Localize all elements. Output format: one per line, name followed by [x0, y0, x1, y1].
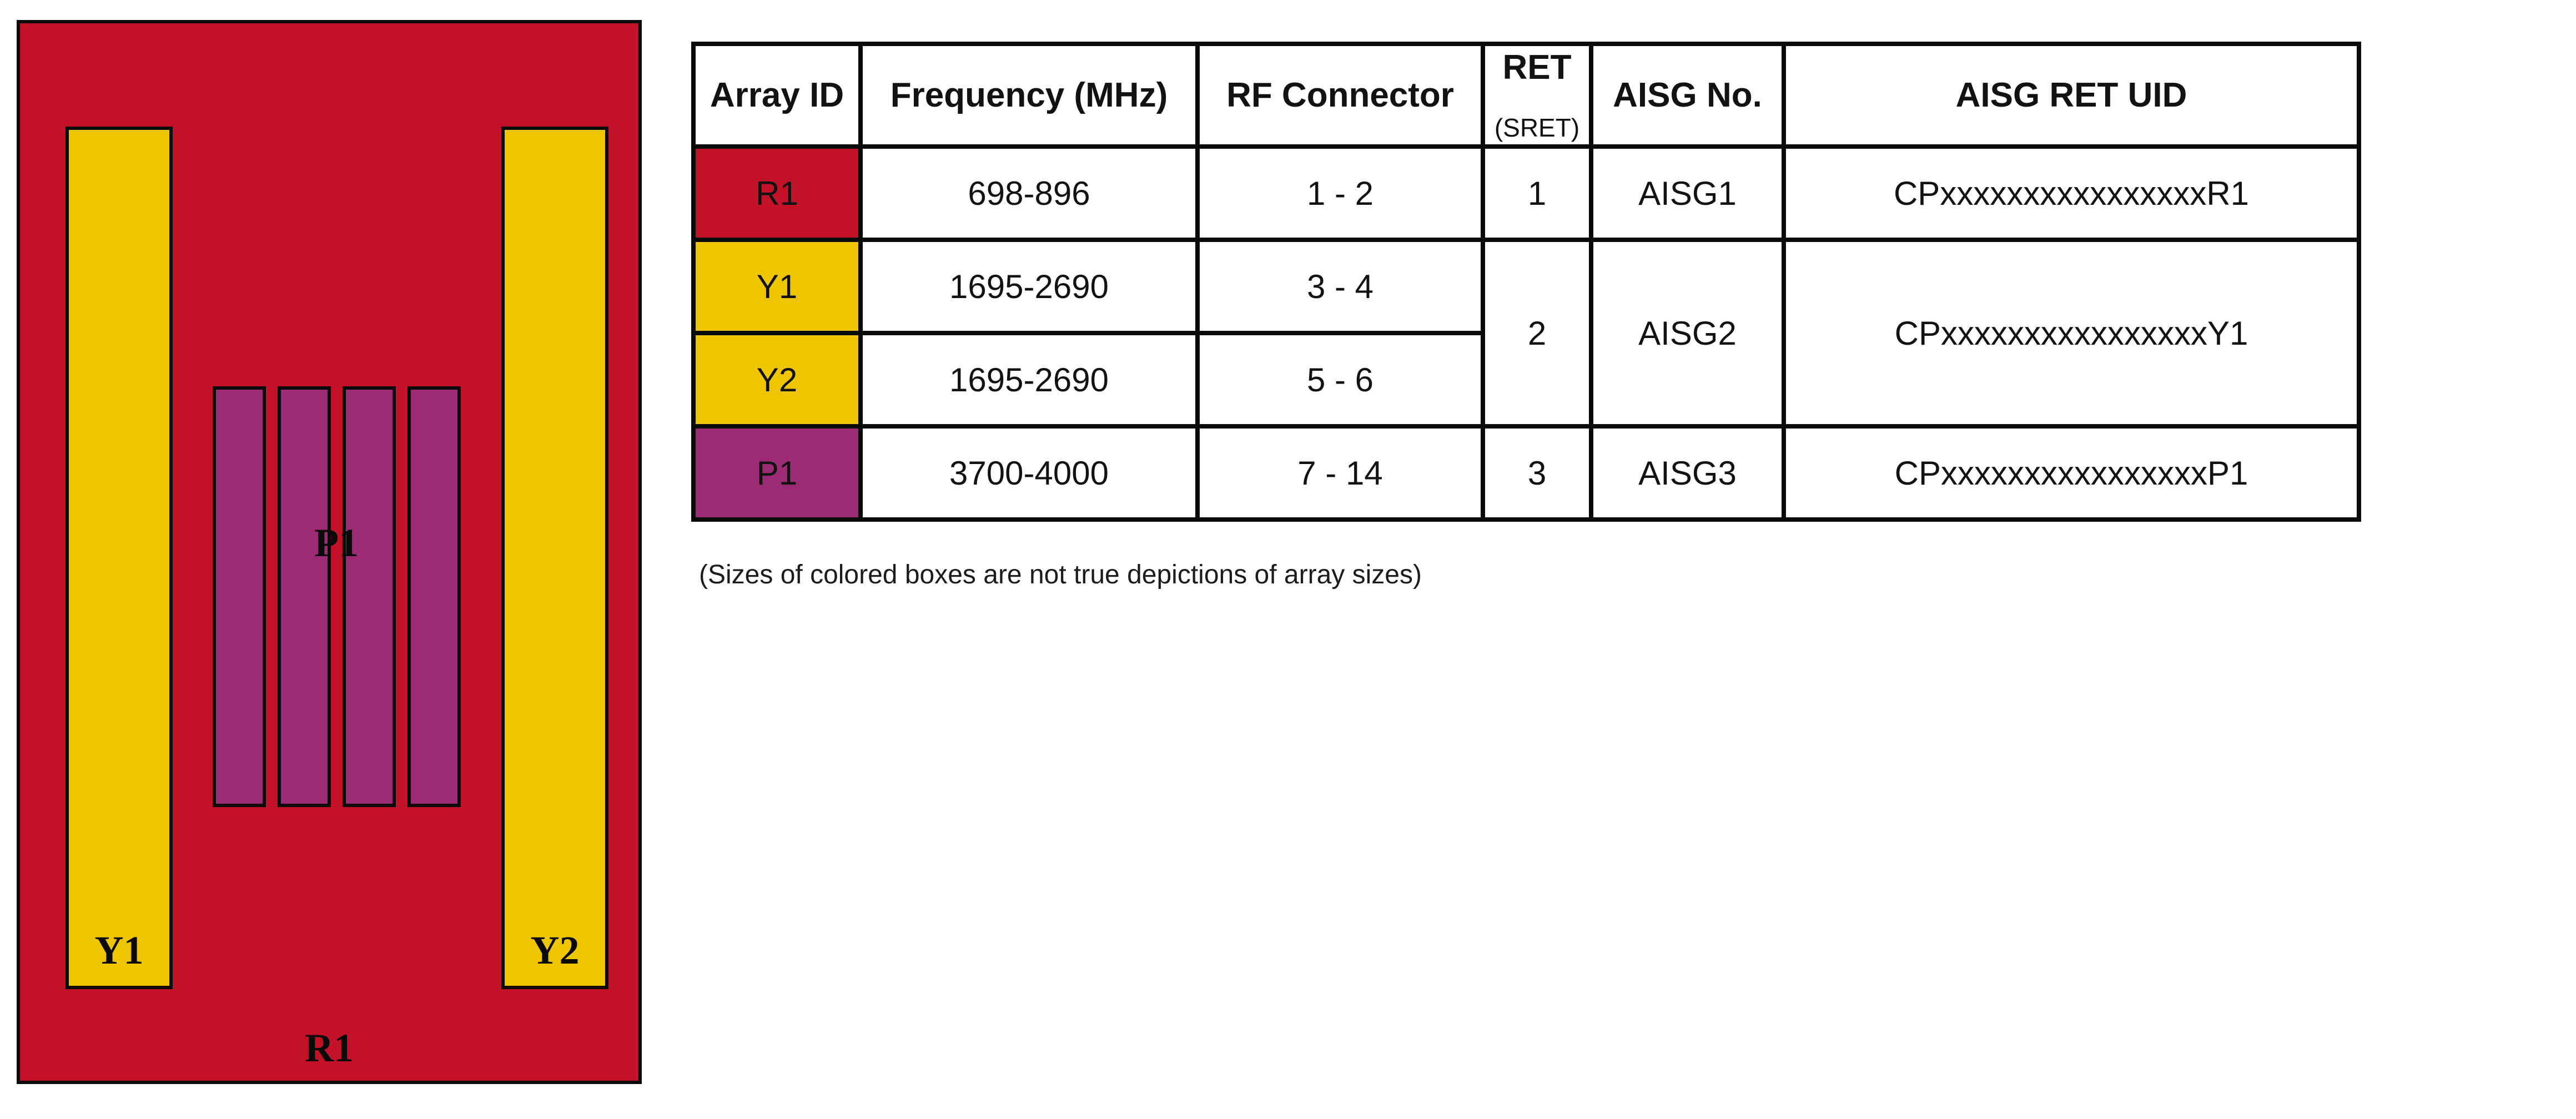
array-y1-label: Y1	[94, 928, 144, 972]
table-header-row: Array ID Frequency (MHz) RF Connector RE…	[691, 42, 2361, 149]
header-frequency: Frequency (MHz)	[858, 42, 1200, 149]
header-aisg-ret-uid: AISG RET UID	[1782, 42, 2361, 149]
table-row-y1: Y1 1695-2690 3 - 4 2 AISG2 CPxxxxxxxxxxx…	[691, 238, 2361, 429]
cell-p1-array-id: P1	[691, 424, 863, 522]
cell-y2-rf-connector: 5 - 6	[1195, 331, 1485, 429]
cell-y2-array-id: Y2	[691, 331, 863, 429]
cell-p1-aisg-no: AISG3	[1589, 424, 1786, 522]
cell-y1y2-ret: 2	[1481, 238, 1593, 429]
array-p1-bar-3	[343, 386, 396, 807]
array-r1-label: R1	[305, 1026, 354, 1070]
header-rf-connector: RF Connector	[1195, 42, 1485, 149]
size-disclaimer-footnote: (Sizes of colored boxes are not true dep…	[699, 560, 1422, 589]
cell-r1-frequency: 698-896	[858, 144, 1200, 242]
cell-y1-rf-connector: 3 - 4	[1195, 238, 1485, 335]
cell-y1-array-id: Y1	[691, 238, 863, 335]
array-p1-label: P1	[314, 521, 359, 565]
array-p1-bar-2	[278, 386, 331, 807]
table-row-r1: R1 698-896 1 - 2 1 AISG1 CPxxxxxxxxxxxxx…	[691, 144, 2361, 242]
cell-y1y2-aisg-ret-uid: CPxxxxxxxxxxxxxxxxY1	[1782, 238, 2361, 429]
cell-r1-aisg-ret-uid: CPxxxxxxxxxxxxxxxxR1	[1782, 144, 2361, 242]
array-y1-bar: Y1	[66, 127, 173, 989]
header-aisg-no: AISG No.	[1589, 42, 1786, 149]
cell-y1-frequency: 1695-2690	[858, 238, 1200, 335]
array-p1-bar-4	[407, 386, 461, 807]
cell-p1-frequency: 3700-4000	[858, 424, 1200, 522]
cell-r1-array-id: R1	[691, 144, 863, 242]
cell-p1-rf-connector: 7 - 14	[1195, 424, 1485, 522]
array-y2-label: Y2	[530, 928, 580, 972]
header-array-id: Array ID	[691, 42, 863, 149]
cell-y1y2-aisg-no: AISG2	[1589, 238, 1786, 429]
header-ret: RET (SRET)	[1481, 42, 1593, 149]
header-ret-sub: (SRET)	[1494, 113, 1580, 142]
table-row-y2: Y2 1695-2690 5 - 6	[691, 331, 2359, 429]
array-p1-bar-1	[213, 386, 266, 807]
cell-p1-ret: 3	[1481, 424, 1593, 522]
table-row-p1: P1 3700-4000 7 - 14 3 AISG3 CPxxxxxxxxxx…	[691, 424, 2361, 522]
header-ret-main: RET	[1502, 48, 1572, 87]
cell-p1-aisg-ret-uid: CPxxxxxxxxxxxxxxxxP1	[1782, 424, 2361, 522]
cell-y2-frequency: 1695-2690	[858, 331, 1200, 429]
array-y2-bar: Y2	[501, 127, 608, 989]
port-mapping-table: Array ID Frequency (MHz) RF Connector RE…	[691, 42, 2361, 522]
cell-r1-ret: 1	[1481, 144, 1593, 242]
antenna-array-diagram: Y1 Y2 P1 R1	[17, 20, 642, 1084]
cell-r1-rf-connector: 1 - 2	[1195, 144, 1485, 242]
cell-r1-aisg-no: AISG1	[1589, 144, 1786, 242]
